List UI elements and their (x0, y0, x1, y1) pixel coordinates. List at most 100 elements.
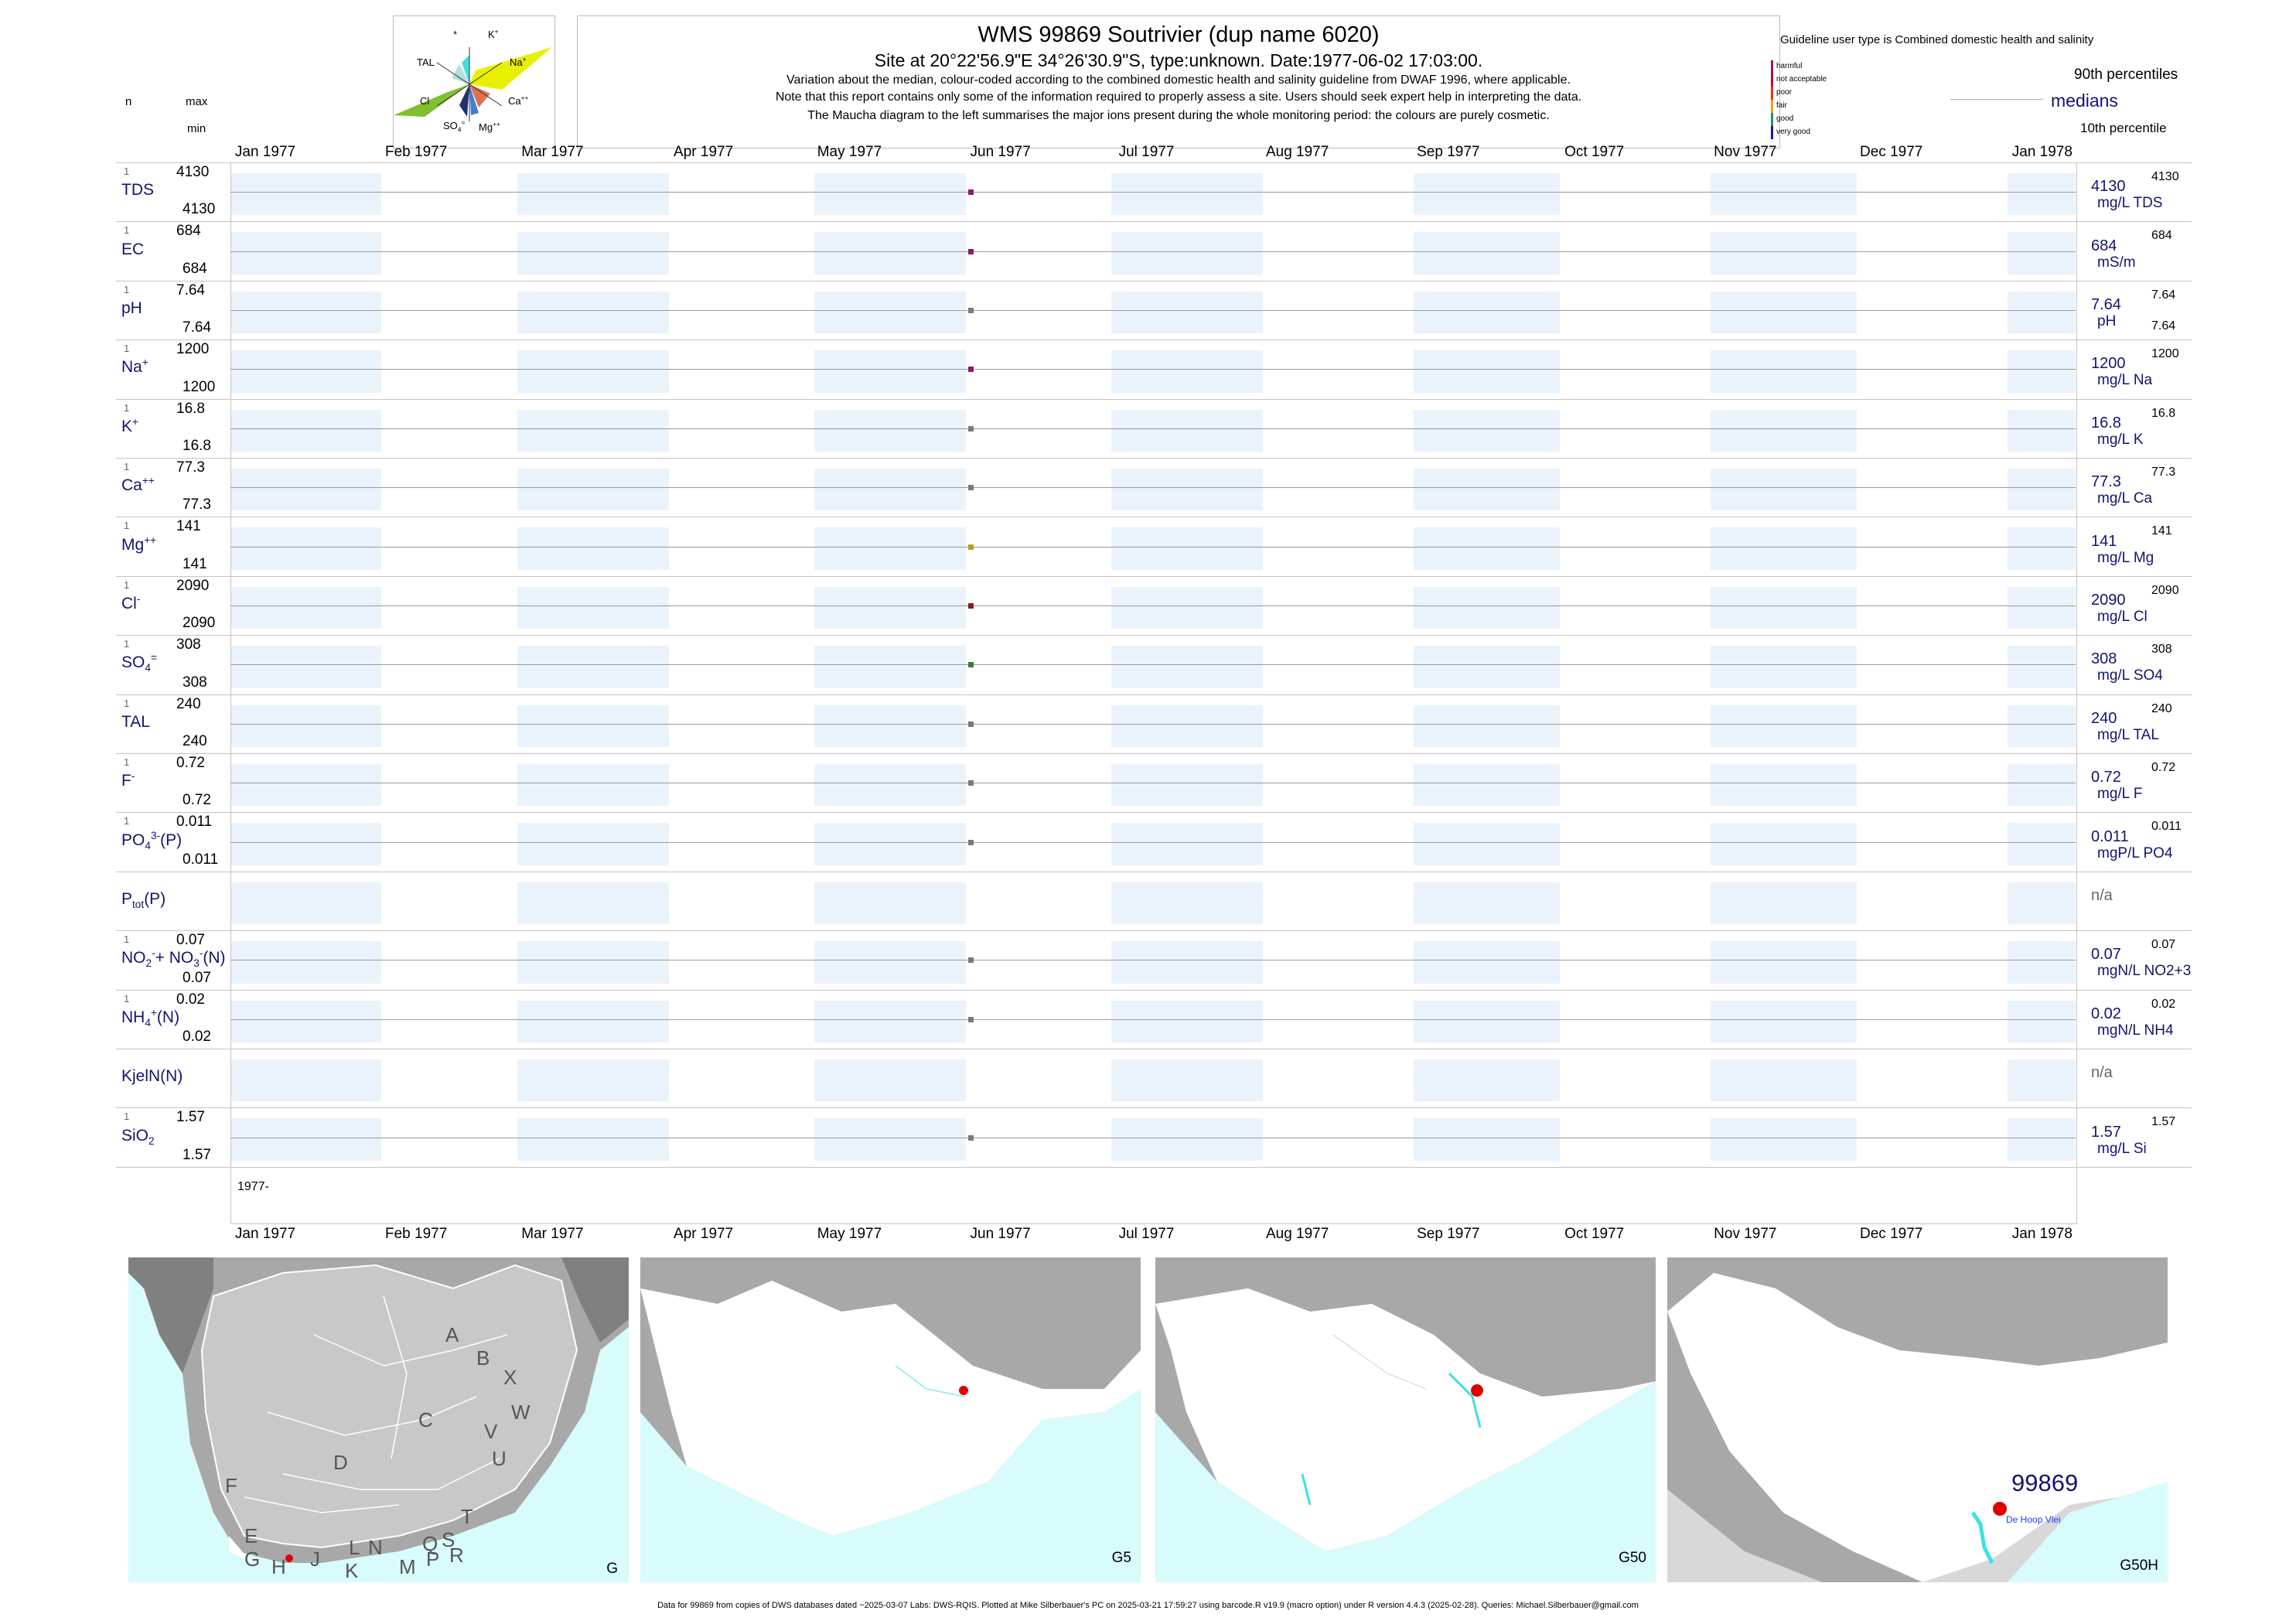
param-name: PO43-(P) (121, 829, 183, 851)
month-band (2007, 1000, 2076, 1042)
note-2: Note that this report contains only some… (775, 90, 1582, 104)
param-n: 1 (124, 343, 130, 355)
row-separator (116, 635, 2192, 636)
maucha-label-ca: Ca++ (508, 94, 529, 107)
guideline-swatch (1771, 87, 1773, 100)
month-band (1413, 350, 1560, 393)
param-name: pH (121, 299, 142, 317)
param-p90: 308 (2151, 643, 2172, 657)
param-max: 240 (176, 695, 201, 712)
row-separator (116, 753, 2192, 754)
row-separator (116, 458, 2192, 459)
median-line (230, 251, 2076, 252)
param-median: 0.011 (2091, 827, 2129, 845)
guideline-swatch (1771, 126, 1773, 139)
param-unit: mg/L TAL (2097, 726, 2159, 743)
month-band (230, 1118, 382, 1161)
guideline-swatch (1771, 73, 1773, 87)
param-unit: mg/L Na (2097, 372, 2153, 389)
month-band (2007, 1118, 2076, 1161)
month-band (2007, 823, 2076, 865)
top-month-label: Nov 1977 (1714, 144, 1777, 160)
month-band (1710, 409, 1857, 452)
map-g5-svg (640, 1281, 1141, 1582)
month-band (1111, 586, 1263, 629)
sample-point (967, 1134, 974, 1141)
param-name: F- (121, 770, 135, 790)
param-p90: 141 (2151, 524, 2172, 538)
guideline-level-label: not acceptable (1776, 75, 1827, 84)
maucha-na (469, 47, 552, 90)
param-min: 0.011 (183, 851, 219, 868)
sample-point (967, 367, 974, 373)
site-info: Site at 20°22'56.9"E 34°26'30.9"S, type:… (874, 50, 1483, 70)
month-band (1111, 232, 1263, 275)
month-band (517, 232, 669, 275)
param-unit: mg/L Ca (2097, 490, 2153, 507)
month-band (2007, 646, 2076, 688)
month-band (1111, 1118, 1263, 1161)
param-name: EC (121, 240, 145, 258)
month-band (1111, 646, 1263, 688)
param-max: 1.57 (176, 1109, 205, 1126)
param-min: 77.3 (183, 496, 211, 513)
median-line (230, 546, 2076, 548)
bottom-month-label: Aug 1977 (1265, 1226, 1329, 1242)
month-band (1413, 882, 1560, 925)
month-band (1413, 941, 1560, 984)
month-band (814, 1059, 966, 1102)
param-name: Cl- (121, 593, 141, 612)
bottom-month-label: May 1977 (817, 1226, 882, 1242)
month-band (1413, 1059, 1560, 1102)
map-g50h-svg (1667, 1273, 2168, 1582)
param-median: 4130 (2091, 178, 2126, 196)
param-name: Mg++ (121, 534, 157, 554)
param-min: 0.02 (183, 1029, 211, 1045)
guideline-level-label: harmful (1776, 62, 1803, 70)
param-min: 16.8 (183, 438, 211, 454)
sample-point (967, 662, 974, 668)
param-min: 0.72 (183, 792, 211, 809)
map-region-label: U (492, 1447, 507, 1470)
param-min: 0.07 (183, 969, 211, 986)
param-max: 2090 (176, 577, 210, 594)
month-band (1111, 764, 1263, 807)
param-name: SiO2 (121, 1126, 155, 1147)
month-band (1710, 941, 1857, 984)
map-region-label: M (399, 1555, 416, 1578)
month-band (517, 469, 669, 511)
bottom-month-label: Jan 1978 (2011, 1226, 2073, 1242)
bottom-month-label: Jun 1977 (970, 1226, 1031, 1242)
maucha-label-mg: Mg++ (479, 120, 500, 133)
top-month-label: Jan 1978 (2011, 144, 2073, 160)
month-band (814, 173, 966, 216)
month-band (814, 941, 966, 984)
param-name: NH4+(N) (121, 1006, 180, 1029)
map-region-label: E (244, 1524, 258, 1547)
row-separator (116, 162, 2192, 163)
map-region-label: N (368, 1536, 383, 1559)
sample-point (967, 544, 974, 550)
month-band (517, 350, 669, 393)
maucha-svg (394, 47, 552, 121)
month-band (230, 1000, 382, 1042)
month-band (1710, 291, 1857, 334)
month-band (1413, 173, 1560, 216)
month-band (230, 232, 382, 275)
medians-label: medians (2051, 90, 2118, 111)
month-band (1710, 1059, 1857, 1102)
median-line (230, 310, 2076, 311)
param-unit: mg/L Mg (2097, 549, 2154, 566)
sample-point (967, 780, 974, 786)
maucha-ca (469, 84, 490, 107)
bottom-month-label: Dec 1977 (1860, 1226, 1923, 1242)
param-median: 141 (2091, 532, 2117, 550)
param-n: 1 (124, 224, 130, 237)
month-band (814, 586, 966, 629)
month-band (1413, 1118, 1560, 1161)
month-band (1413, 527, 1560, 570)
param-min: 684 (183, 260, 207, 277)
param-p10: 7.64 (2151, 319, 2176, 333)
param-max: 0.02 (176, 991, 205, 1008)
guideline-title: Guideline user type is Combined domestic… (1780, 33, 2094, 46)
